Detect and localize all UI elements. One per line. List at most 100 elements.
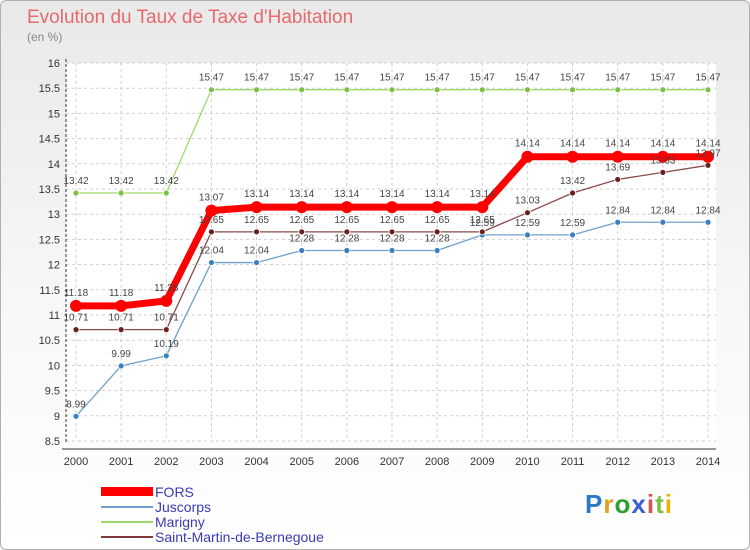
data-label-juscorps: 12.59 [560,218,585,229]
data-point-marigny [433,86,441,94]
x-tick-label: 2014 [696,456,720,468]
data-label-saint-martin: 12.65 [289,215,314,226]
x-tick-label: 2013 [651,456,675,468]
data-point-juscorps [162,352,170,360]
y-tick-label: 9.5 [45,386,60,398]
y-tick-label: 9 [54,411,60,423]
data-label-marigny: 15.47 [470,73,495,84]
data-point-fors [431,201,444,214]
legend-swatch-juscorps [101,506,153,508]
data-label-fors: 11.28 [154,283,179,294]
data-point-marigny [253,86,260,94]
x-tick-label: 2011 [561,456,585,468]
x-tick-label: 2005 [289,456,313,468]
chart-title: Evolution du Taux de Taxe d'Habitation [27,7,354,28]
data-label-saint-martin: 13.69 [605,162,630,173]
data-label-fors: 13.14 [425,189,450,200]
data-label-juscorps: 12.84 [650,205,675,216]
data-label-juscorps: 9.99 [111,349,131,360]
data-label-juscorps: 12.04 [199,246,224,257]
data-label-saint-martin: 10.71 [109,313,134,324]
data-point-saint-martin [117,326,125,334]
data-label-marigny: 15.47 [560,73,585,84]
data-point-marigny [614,86,622,94]
x-tick-label: 2001 [109,456,133,468]
data-point-saint-martin [388,228,396,236]
y-tick-label: 15.5 [39,83,60,95]
chart-subtitle: (en %) [27,30,63,44]
data-label-fors: 11.18 [64,288,89,299]
data-label-marigny: 15.47 [289,73,314,84]
data-label-fors: 14.14 [695,139,720,150]
y-tick-label: 16 [48,58,60,70]
data-point-fors [521,150,534,163]
data-label-fors: 14.14 [605,139,630,150]
legend-label-saint-martin: Saint-Martin-de-Bernegoue [155,529,324,545]
data-label-fors: 14.14 [560,139,585,150]
data-label-saint-martin: 12.65 [425,215,450,226]
data-label-juscorps: 12.28 [334,233,359,244]
data-label-fors: 13.07 [199,193,224,204]
data-point-juscorps [208,259,215,266]
data-label-marigny: 13.42 [154,176,179,187]
data-point-marigny [208,86,215,94]
data-point-saint-martin [433,228,441,236]
data-label-saint-martin: 12.65 [199,215,224,226]
legend-label-juscorps: Juscorps [155,499,212,515]
data-point-saint-martin [72,326,80,334]
data-point-fors [340,201,353,214]
legend-swatch-marigny [101,521,153,523]
data-point-fors [566,150,579,163]
data-label-juscorps: 12.28 [289,233,314,244]
data-label-juscorps: 12.59 [515,218,540,229]
data-label-marigny: 15.47 [244,73,269,84]
data-label-saint-martin: 12.65 [334,215,359,226]
legend: FORS Juscorps Marigny Saint-Martin-de-Be… [101,484,501,546]
data-point-marigny [704,86,712,94]
legend-item-marigny[interactable]: Marigny [101,514,501,531]
data-point-saint-martin [569,189,576,197]
data-point-juscorps [117,362,125,370]
data-label-fors: 11.18 [109,288,134,299]
x-tick-label: 2002 [154,456,178,468]
data-point-fors [160,294,173,307]
data-label-saint-martin: 13.42 [560,176,585,187]
data-label-juscorps: 12.84 [695,205,720,216]
data-point-fors [295,201,308,214]
data-label-marigny: 15.47 [379,73,404,84]
data-label-saint-martin: 12.65 [470,215,495,226]
legend-item-saint-martin[interactable]: Saint-Martin-de-Bernegoue [101,529,501,546]
data-point-marigny [478,86,486,94]
data-label-fors: 13.14 [244,189,269,200]
y-tick-label: 11.5 [39,285,60,297]
legend-item-juscorps[interactable]: Juscorps [101,499,501,516]
data-label-marigny: 13.42 [63,176,88,187]
y-tick-label: 14 [48,159,60,171]
data-point-saint-martin [614,176,622,183]
data-point-marigny [569,86,576,94]
data-label-fors: 14.14 [515,139,540,150]
data-label-marigny: 15.47 [650,73,675,84]
data-point-fors [205,204,218,217]
data-point-juscorps [343,247,351,254]
data-point-juscorps [704,218,712,226]
data-label-marigny: 15.47 [199,73,224,84]
data-point-juscorps [298,247,306,254]
data-label-saint-martin: 12.65 [244,215,269,226]
data-label-fors: 13.14 [470,189,495,200]
y-tick-label: 13 [48,209,60,221]
data-label-juscorps: 12.84 [605,205,630,216]
data-point-saint-martin [298,228,306,236]
data-label-marigny: 15.47 [515,73,540,84]
data-point-marigny [117,189,125,197]
y-tick-label: 15 [48,108,60,120]
legend-label-marigny: Marigny [155,514,205,530]
legend-item-fors[interactable]: FORS [101,484,501,501]
data-label-fors: 13.14 [334,189,359,200]
data-point-fors [702,150,714,163]
data-point-saint-martin [343,228,351,236]
data-point-juscorps [388,247,396,254]
data-point-juscorps [659,218,667,226]
